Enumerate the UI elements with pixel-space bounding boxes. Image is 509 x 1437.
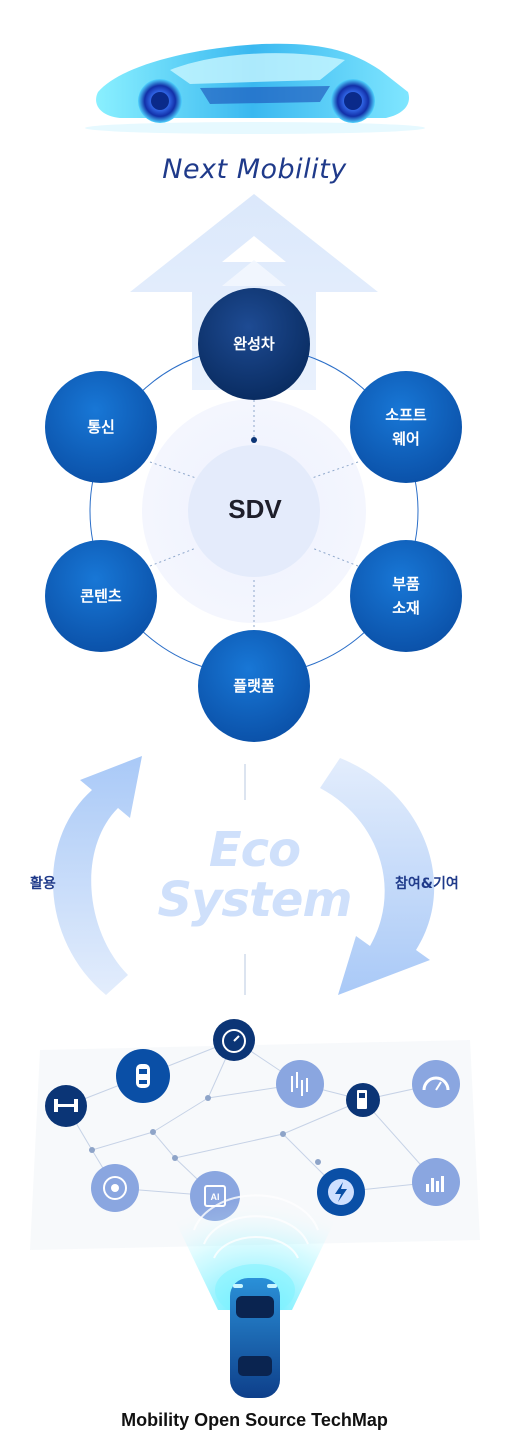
node-left-top-label: 통신 (45, 415, 157, 439)
node-right-bottom-line2: 소재 (392, 599, 420, 617)
gauge-icon (412, 1060, 460, 1108)
node-right-bottom-line1: 부품 (392, 575, 420, 593)
node-bottom-text: 플랫폼 (233, 677, 275, 695)
node-bottom-circle (198, 630, 310, 742)
techmap-network: AI (30, 1019, 480, 1250)
sensor-icon (276, 1060, 324, 1108)
node-circles (45, 288, 462, 742)
right-cycle-label: 참여&기여 (395, 876, 459, 892)
wheel-icon (91, 1164, 139, 1212)
ecosystem-word-eco: Eco (208, 822, 301, 878)
axle-icon (45, 1085, 87, 1127)
charging-station-icon (346, 1083, 380, 1117)
ecosystem-cycle (53, 756, 435, 995)
node-right-top-circle (350, 371, 462, 483)
sdv-hub (89, 346, 419, 676)
car-topview-icon (116, 1049, 170, 1103)
node-right-top-line2: 웨어 (392, 430, 420, 448)
concept-car-illustration (85, 43, 425, 134)
hero-title: Next Mobility (162, 154, 347, 185)
connected-car-illustration (170, 1187, 340, 1398)
node-left-top-text: 통신 (87, 418, 115, 436)
node-top-label: 완성차 (198, 332, 310, 356)
footer-caption: Mobility Open Source TechMap (121, 1410, 388, 1430)
node-right-top-line1: 소프트 (385, 406, 427, 424)
node-bottom-label: 플랫폼 (198, 674, 310, 698)
node-left-bottom-circle (45, 540, 157, 652)
node-right-bottom-circle (350, 540, 462, 652)
node-left-bottom-label: 콘텐츠 (45, 584, 157, 608)
node-top-text: 완성차 (233, 335, 275, 353)
node-top-circle (198, 288, 310, 400)
hub-center-label: SDV (228, 494, 282, 524)
ecosystem-word-system: System (157, 872, 353, 928)
speedometer-icon (213, 1019, 255, 1061)
node-right-top-label: 소프트 웨어 (350, 403, 462, 451)
node-left-bottom-text: 콘텐츠 (80, 587, 122, 605)
bar-chart-icon (412, 1158, 460, 1206)
node-left-top-circle (45, 371, 157, 483)
node-right-bottom-label: 부품 소재 (350, 572, 462, 620)
left-cycle-label: 활용 (30, 876, 56, 892)
